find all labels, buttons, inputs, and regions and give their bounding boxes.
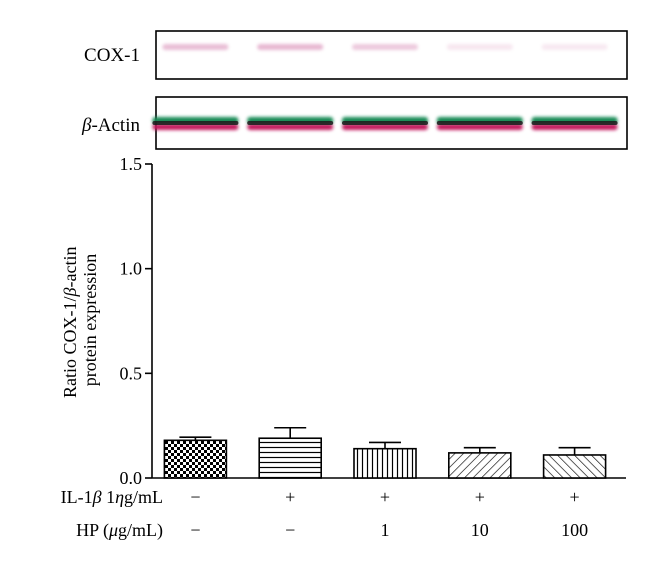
bar [258, 437, 323, 479]
treatment-value: 10 [471, 520, 489, 540]
treatment-row-label-il1b: IL-1β 1ηg/mL [61, 487, 163, 507]
blot-bands-cox1 [162, 44, 608, 50]
blot-band [342, 117, 428, 130]
y-tick-label: 1.0 [120, 259, 143, 279]
y-axis-label: Ratio COX-1/β-actin protein expression [60, 242, 100, 398]
blot-frame-cox1 [155, 30, 628, 80]
blot-band [541, 44, 608, 50]
blot-band [446, 44, 513, 50]
blot-band [152, 117, 239, 130]
bar [447, 452, 512, 479]
y-tick-label: 0.5 [120, 363, 143, 383]
blot-panel-actin: β-Actin [81, 96, 628, 150]
bar [542, 454, 607, 479]
treatment-value: + [570, 487, 580, 507]
treatment-value: + [380, 487, 390, 507]
blot-band [531, 117, 618, 130]
treatment-row-label-hp: HP (μg/mL) [76, 520, 163, 541]
blot-band [247, 117, 334, 130]
treatment-value: + [475, 487, 485, 507]
blot-band [162, 44, 229, 50]
treatment-value: − [285, 520, 295, 540]
error-bar [369, 441, 401, 449]
treatment-value: − [190, 487, 200, 507]
treatment-table: IL-1β 1ηg/mL HP (μg/mL) − + + + + − − 1 10 100 [61, 487, 588, 541]
y-tick-label: 1.5 [120, 154, 143, 174]
bar [163, 439, 228, 479]
blot-label-actin: β-Actin [81, 115, 141, 136]
blot-label-cox1: COX-1 [84, 45, 140, 66]
blot-band [257, 44, 324, 50]
treatment-value: + [285, 487, 295, 507]
blot-band [436, 117, 523, 130]
treatment-value: − [190, 520, 200, 540]
error-bar [274, 426, 307, 439]
blot-bands-actin [152, 117, 618, 130]
bar-chart: 0.0 0.5 1.0 1.5 Ratio COX-1/β-actin protein… [60, 154, 626, 488]
blot-panel-cox1: COX-1 [84, 30, 628, 80]
y-ticks: 0.0 0.5 1.0 1.5 [120, 154, 152, 488]
blot-band [352, 44, 418, 50]
error-bar [463, 446, 496, 453]
bar [353, 447, 417, 479]
bars [163, 426, 607, 479]
treatment-value: 1 [381, 520, 390, 540]
treatment-values: − + + + + − − 1 10 100 [190, 487, 588, 540]
error-bar [558, 446, 591, 455]
y-tick-label: 0.0 [120, 468, 143, 488]
treatment-value: 100 [561, 520, 588, 540]
error-bar [179, 436, 212, 441]
